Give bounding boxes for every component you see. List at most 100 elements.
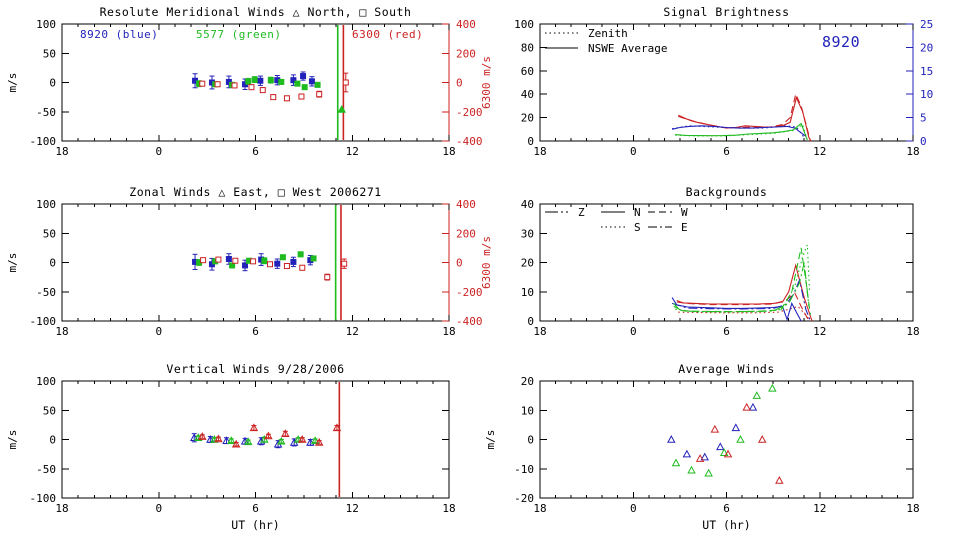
data-point-6300-wind: [214, 81, 221, 88]
data-point-6300-wind: [198, 432, 207, 440]
x-tick-label: 0: [630, 145, 637, 158]
data-point-5577-wind: [301, 84, 308, 91]
x-tick-label: 18: [55, 325, 68, 338]
legend-label-Zenith: Zenith: [588, 27, 628, 40]
y-tick-label: 40: [521, 88, 534, 101]
chart-title: Vertical Winds 9/28/2006: [166, 362, 344, 376]
right-tick-label: 200: [456, 47, 476, 60]
data-point-5577-wind: [297, 251, 304, 258]
data-point-6300-avg: [758, 435, 767, 443]
data-point-5577-wind: [245, 78, 252, 85]
y-tick-label: 30: [521, 227, 534, 240]
y-tick-label: 0: [527, 135, 534, 148]
data-point-5577-avg: [736, 435, 745, 443]
data-point-8920-avg: [716, 442, 725, 451]
y-axis-label: m/s: [6, 73, 19, 93]
chart-title: Average Winds: [678, 362, 775, 376]
data-point-8920-avg: [682, 449, 692, 458]
data-point-6300-avg: [695, 454, 705, 462]
x-tick-label: 18: [55, 502, 68, 515]
data-point-5577-wind: [293, 435, 303, 443]
data-point-5577-avg: [719, 448, 729, 456]
plot-box: [61, 380, 450, 499]
data-point-5577-wind: [314, 81, 321, 88]
x-tick-label: 12: [813, 145, 826, 158]
data-point-8920-wind: [290, 258, 297, 265]
y-tick-label: 0: [49, 257, 56, 270]
data-point-5577-avg: [687, 465, 696, 474]
data-point-5577-wind: [278, 78, 285, 85]
y-tick-label: -100: [30, 315, 57, 328]
data-point-6300-wind: [283, 95, 290, 102]
x-axis-label: UT (hr): [231, 518, 279, 532]
y-tick-label: 100: [36, 18, 56, 31]
y-tick-label: -50: [36, 463, 56, 476]
chart-meridional: Resolute Meridional Winds △ North, □ Sou…: [6, 5, 493, 158]
data-point-5577-wind: [277, 436, 286, 445]
data-point-6300-wind: [214, 434, 223, 443]
data-point-6300-wind: [232, 257, 239, 264]
plot-box: [539, 380, 914, 499]
y-tick-label: -50: [36, 286, 56, 299]
y-tick-label: 20: [521, 375, 534, 388]
data-line-8920-N: [671, 297, 802, 322]
x-tick-label: 18: [533, 145, 546, 158]
legend-label-E: E: [681, 221, 688, 234]
data-point-6300-wind: [283, 263, 290, 270]
y-tick-label: 100: [36, 375, 56, 388]
right-tick-label: 15: [920, 65, 933, 78]
data-point-6300-wind: [341, 260, 348, 267]
y-tick-label: -20: [514, 492, 534, 505]
data-point-5577-avg: [768, 383, 777, 392]
chart-title: Zonal Winds △ East, □ West 2006271: [129, 185, 381, 199]
right-tick-label: -400: [456, 315, 483, 328]
x-tick-label: 18: [906, 145, 919, 158]
right-tick-label: 0: [456, 257, 463, 270]
data-point-6300-wind: [199, 80, 206, 87]
y-tick-label: 0: [49, 77, 56, 90]
y-tick-label: 0: [49, 434, 56, 447]
chart-average-winds: Average Winds 18 0 6 12 18 20 10 0 -10 -20 m/s UT (h…: [484, 362, 920, 532]
data-point-6300-avg: [710, 424, 720, 433]
x-tick-label: 0: [155, 502, 162, 515]
y-tick-label: -10: [514, 463, 534, 476]
data-point-5577-wind: [251, 76, 258, 83]
data-point-8920-wind: [290, 77, 297, 84]
right-tick-label: 0: [920, 135, 927, 148]
legend-label-W: W: [681, 206, 688, 219]
data-point-6300-wind: [267, 261, 274, 268]
right-tick-label: -200: [456, 286, 483, 299]
right-axis-label: 6300 m/s: [480, 236, 493, 289]
data-point-6300-wind: [270, 94, 277, 101]
data-point-6300-wind: [299, 264, 306, 271]
chart-title: Signal Brightness: [663, 5, 789, 19]
y-tick-label: -50: [36, 106, 56, 119]
x-tick-label: 18: [442, 502, 455, 515]
data-point-6300-wind: [200, 257, 207, 264]
y-tick-label: 60: [521, 65, 534, 78]
x-tick-label: 12: [346, 502, 359, 515]
x-tick-label: 0: [155, 325, 162, 338]
data-line-6300-S: [678, 305, 811, 322]
data-point-8920-wind: [189, 433, 199, 442]
y-axis-label: m/s: [484, 430, 497, 450]
data-point-6300-wind: [314, 437, 324, 446]
y-tick-label: 0: [527, 315, 534, 328]
data-point-5577-avg: [704, 468, 713, 477]
y-tick-label: 50: [43, 227, 56, 240]
data-point-6300-wind: [215, 256, 222, 263]
right-tick-label: 10: [920, 88, 933, 101]
legend-label-Z: Z: [578, 206, 585, 219]
data-point-6300-wind: [342, 79, 349, 86]
right-tick-label: 0: [456, 77, 463, 90]
data-point-8920-wind: [225, 255, 232, 262]
data-point-5577-wind: [267, 77, 274, 84]
right-axis-label: 6300 m/s: [480, 56, 493, 109]
data-point-8920-wind: [308, 78, 315, 85]
x-tick-label: 6: [723, 502, 730, 515]
data-point-6300-wind: [298, 435, 307, 443]
data-line-5577-zenith: [675, 123, 808, 141]
annotation: 8920: [822, 33, 860, 51]
data-point-8920-wind: [256, 436, 266, 445]
